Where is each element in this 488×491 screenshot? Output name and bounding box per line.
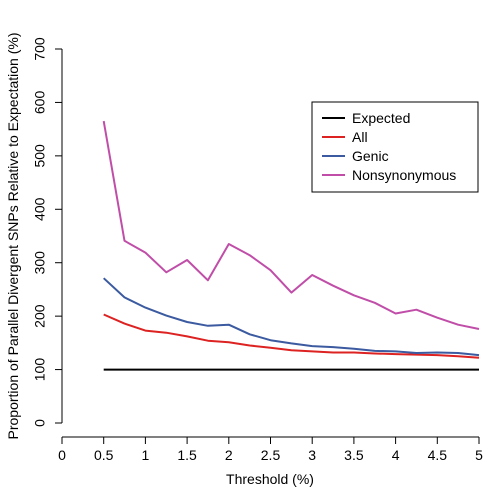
x-tick-label: 0 — [58, 447, 66, 463]
y-axis-ticks: 0 100 200 300 400 500 600 700 — [32, 37, 62, 427]
x-tick-label: 4.5 — [428, 447, 448, 463]
x-tick-label: 4 — [392, 447, 400, 463]
legend-label-nonsynonymous: Nonsynonymous — [352, 167, 456, 183]
x-tick-label: 5 — [475, 447, 483, 463]
x-tick-label: 1 — [142, 447, 150, 463]
y-tick-label: 600 — [32, 91, 48, 115]
y-tick-label: 700 — [32, 37, 48, 61]
legend-label-expected: Expected — [352, 110, 410, 126]
x-tick-label: 3 — [308, 447, 316, 463]
y-tick-label: 0 — [32, 419, 48, 427]
x-tick-label: 1.5 — [177, 447, 197, 463]
legend: Expected All Genic Nonsynonymous — [312, 102, 478, 192]
series-line-genic — [104, 278, 479, 355]
x-axis-title: Threshold (%) — [226, 471, 314, 487]
x-tick-label: 2 — [225, 447, 233, 463]
series-line-all — [104, 315, 479, 358]
y-tick-label: 500 — [32, 144, 48, 168]
x-tick-label: 3.5 — [344, 447, 364, 463]
y-tick-label: 100 — [32, 358, 48, 382]
y-axis-title: Proportion of Parallel Divergent SNPs Re… — [5, 33, 21, 440]
legend-label-all: All — [352, 129, 368, 145]
y-tick-label: 400 — [32, 197, 48, 221]
y-tick-label: 300 — [32, 251, 48, 275]
legend-label-genic: Genic — [352, 148, 389, 164]
x-axis-ticks: 0 0.5 1 1.5 2 2.5 3 3.5 4 4.5 5 — [58, 437, 483, 463]
y-tick-label: 200 — [32, 304, 48, 328]
x-tick-label: 2.5 — [261, 447, 281, 463]
x-tick-label: 0.5 — [94, 447, 114, 463]
